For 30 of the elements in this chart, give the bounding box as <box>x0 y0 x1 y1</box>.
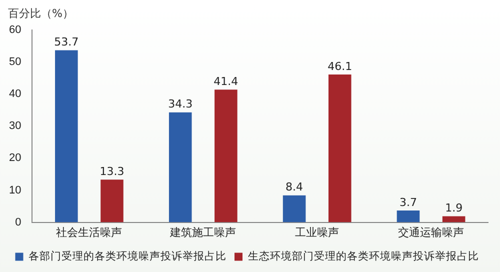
bar <box>282 195 306 222</box>
data-label: 8.4 <box>286 180 304 194</box>
x-tick-label: 社会生活噪声 <box>56 226 122 239</box>
bar <box>328 74 352 222</box>
y-tick-label: 40 <box>8 88 22 100</box>
data-label: 46.1 <box>328 60 352 73</box>
data-label: 1.9 <box>445 202 463 215</box>
data-label: 3.7 <box>399 196 417 209</box>
y-tick-label: 20 <box>8 152 22 164</box>
y-axis-title: 百分比（%） <box>8 6 74 21</box>
data-label: 41.4 <box>214 74 238 88</box>
y-tick-label: 50 <box>8 56 22 68</box>
bar <box>214 90 238 222</box>
y-tick-label: 30 <box>8 120 22 132</box>
legend-label: 各部门受理的各类环境噪声投诉举报占比 <box>28 250 226 263</box>
bar <box>442 216 466 222</box>
data-label: 13.3 <box>100 165 124 178</box>
y-tick-label: 0 <box>15 216 22 228</box>
x-tick-label: 交通运输噪声 <box>398 226 464 239</box>
data-label: 34.3 <box>168 98 193 111</box>
data-label: 53.7 <box>54 36 79 49</box>
bar <box>396 210 420 222</box>
bar <box>100 180 124 222</box>
y-tick-label: 10 <box>8 184 22 196</box>
y-tick-label: 60 <box>8 24 22 36</box>
bar <box>55 50 78 222</box>
legend-label: 生态环境部门受理的各类环境噪声投诉举报占比 <box>248 250 479 263</box>
x-tick-label: 工业噪声 <box>295 226 340 239</box>
bar <box>168 112 192 222</box>
x-tick-label: 建筑施工噪声 <box>169 226 236 239</box>
